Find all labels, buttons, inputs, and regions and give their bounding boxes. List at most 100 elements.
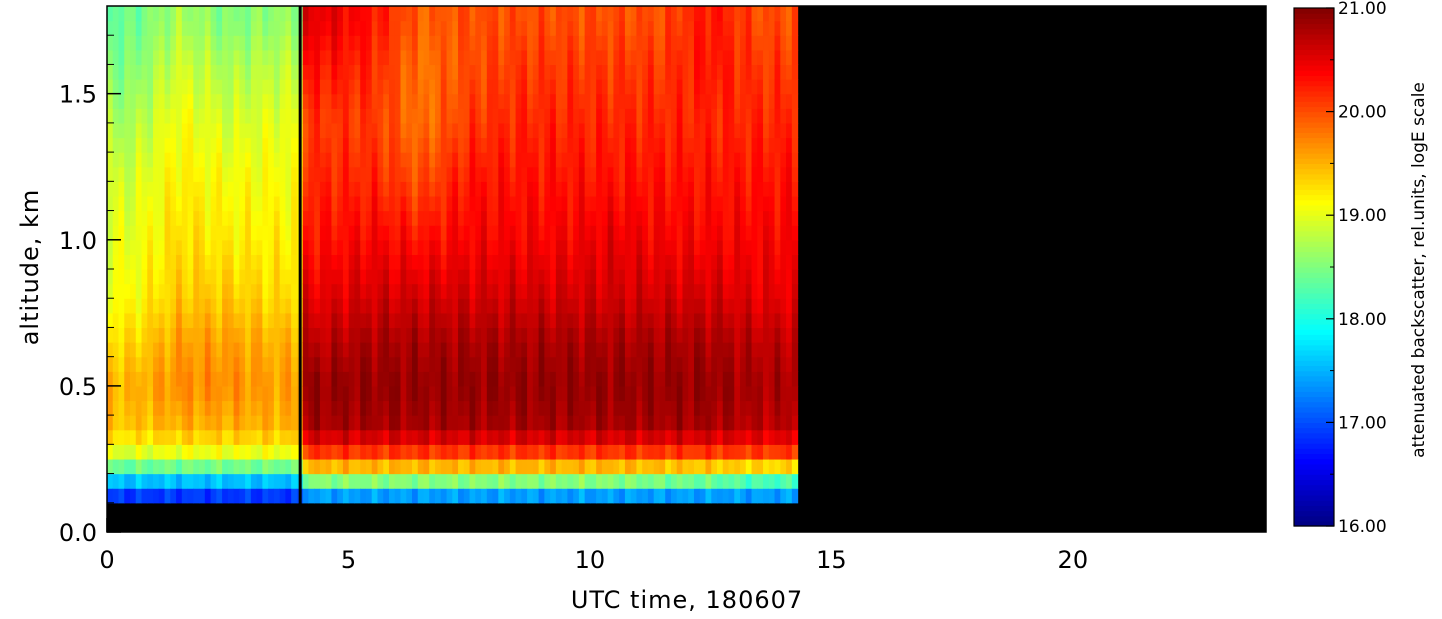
heatmap-cell xyxy=(319,166,327,182)
heatmap-cell xyxy=(262,488,269,504)
heatmap-cell xyxy=(360,400,367,416)
heatmap-cell xyxy=(745,269,753,285)
heatmap-cell xyxy=(665,312,672,329)
heatmap-cell xyxy=(601,195,609,212)
heatmap-cell xyxy=(469,225,476,241)
heatmap-cell xyxy=(555,35,563,51)
heatmap-cell xyxy=(250,400,258,416)
heatmap-cell xyxy=(463,225,471,241)
heatmap-cell xyxy=(544,298,551,314)
colorbar-segment xyxy=(1294,153,1334,159)
heatmap-cell xyxy=(619,312,626,329)
heatmap-cell xyxy=(383,49,390,66)
heatmap-cell xyxy=(728,195,735,212)
heatmap-cell xyxy=(584,239,591,255)
heatmap-cell xyxy=(141,239,148,255)
heatmap-cell xyxy=(342,473,350,489)
heatmap-cell xyxy=(158,356,166,372)
heatmap-cell xyxy=(647,298,655,314)
heatmap-cell xyxy=(135,210,143,226)
heatmap-cell xyxy=(210,93,217,109)
heatmap-cell xyxy=(538,152,545,168)
heatmap-cell xyxy=(791,49,799,66)
heatmap-cell xyxy=(475,298,482,314)
heatmap-cell xyxy=(222,415,229,431)
heatmap-cell xyxy=(786,79,793,95)
heatmap-cell xyxy=(222,356,229,372)
heatmap-cell xyxy=(153,181,160,197)
heatmap-cell xyxy=(406,152,413,168)
heatmap-cell xyxy=(446,239,453,255)
heatmap-cell xyxy=(596,283,603,299)
heatmap-cell xyxy=(757,298,764,314)
heatmap-cell xyxy=(383,473,390,489)
heatmap-cell xyxy=(486,327,494,343)
heatmap-cell xyxy=(532,49,540,66)
heatmap-cell xyxy=(550,93,557,109)
heatmap-cell xyxy=(624,298,632,314)
heatmap-cell xyxy=(567,473,574,489)
heatmap-cell xyxy=(590,312,597,329)
heatmap-cell xyxy=(763,473,770,489)
heatmap-cell xyxy=(285,210,292,226)
heatmap-cell xyxy=(118,400,125,416)
heatmap-cell xyxy=(153,79,160,95)
heatmap-cell xyxy=(567,122,574,139)
colorbar-segment xyxy=(1294,210,1334,216)
heatmap-cell xyxy=(135,488,143,504)
heatmap-cell xyxy=(578,444,586,460)
heatmap-cell xyxy=(394,356,402,372)
heatmap-cell xyxy=(400,108,407,124)
heatmap-cell xyxy=(717,473,724,489)
heatmap-cell xyxy=(475,269,482,285)
heatmap-cell xyxy=(124,225,131,241)
heatmap-cell xyxy=(118,93,125,109)
heatmap-cell xyxy=(371,473,379,489)
heatmap-cell xyxy=(268,152,275,168)
heatmap-cell xyxy=(636,210,643,226)
heatmap-cell xyxy=(636,327,643,343)
heatmap-cell xyxy=(521,327,528,343)
heatmap-cell xyxy=(469,458,476,475)
heatmap-cell xyxy=(676,20,684,36)
heatmap-cell xyxy=(757,385,764,402)
heatmap-cell xyxy=(377,342,384,358)
heatmap-cell xyxy=(763,312,770,329)
heatmap-cell xyxy=(187,108,194,124)
colorbar-segment xyxy=(1294,184,1334,190)
heatmap-cell xyxy=(688,283,695,299)
heatmap-cell xyxy=(757,473,764,489)
heatmap-cell xyxy=(176,371,183,387)
heatmap-cell xyxy=(463,371,471,387)
heatmap-cell xyxy=(222,93,229,109)
heatmap-cell xyxy=(538,342,545,358)
heatmap-cell xyxy=(216,35,223,51)
heatmap-cell xyxy=(239,225,246,241)
heatmap-cell xyxy=(670,93,678,109)
heatmap-cell xyxy=(268,269,275,285)
heatmap-cell xyxy=(388,429,396,445)
heatmap-cell xyxy=(670,371,678,387)
heatmap-cell xyxy=(642,49,649,66)
heatmap-cell xyxy=(578,298,586,314)
heatmap-cell xyxy=(147,93,154,109)
heatmap-cell xyxy=(492,137,499,153)
heatmap-cell xyxy=(734,400,741,416)
heatmap-cell xyxy=(245,181,252,197)
heatmap-cell xyxy=(630,210,638,226)
heatmap-cell xyxy=(365,458,373,475)
heatmap-cell xyxy=(665,327,672,343)
heatmap-cell xyxy=(670,152,678,168)
heatmap-cell xyxy=(544,195,551,212)
heatmap-cell xyxy=(601,342,609,358)
heatmap-cell xyxy=(515,239,522,255)
heatmap-cell xyxy=(555,356,563,372)
heatmap-cell xyxy=(780,342,787,358)
heatmap-cell xyxy=(435,6,442,22)
heatmap-cell xyxy=(711,400,718,416)
heatmap-cell xyxy=(481,64,488,80)
heatmap-cell xyxy=(158,269,166,285)
heatmap-cell xyxy=(440,49,448,66)
heatmap-cell xyxy=(768,342,776,358)
heatmap-cell xyxy=(314,312,321,329)
